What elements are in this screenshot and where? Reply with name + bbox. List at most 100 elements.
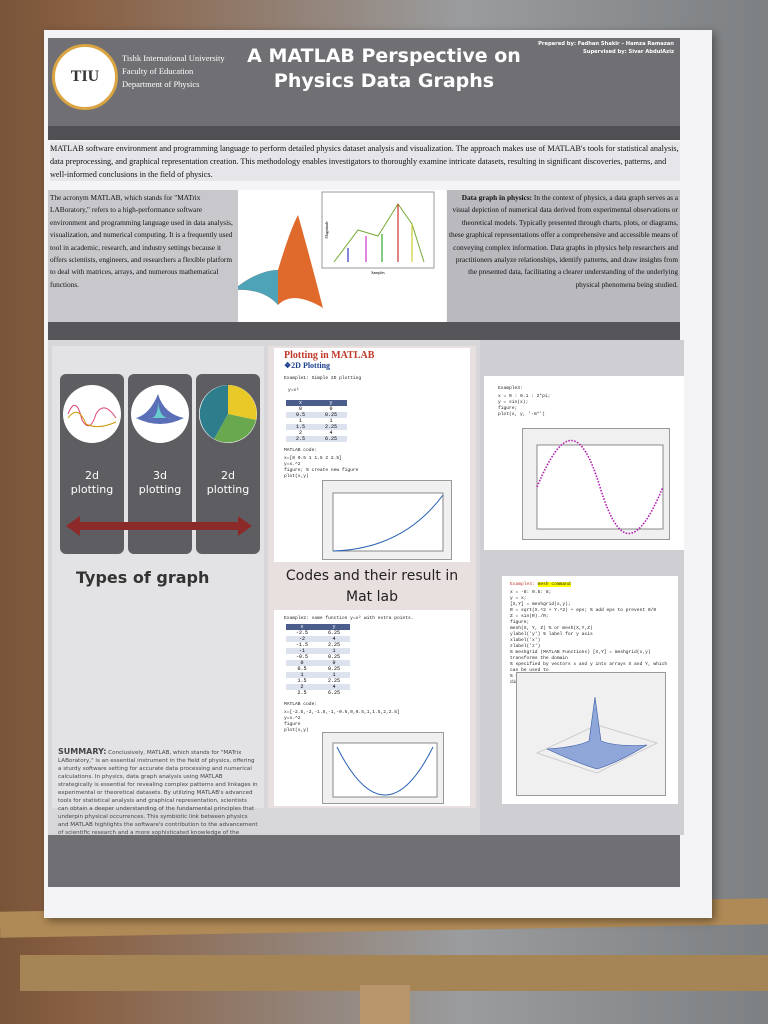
institution-line: Faculty of Education <box>122 66 194 76</box>
cell: 4 <box>329 430 333 436</box>
table-row: -2 4 <box>286 636 351 642</box>
arrow <box>66 516 252 536</box>
code-line: % meshgrid (MATLAB Functions) [X,Y] = me… <box>510 650 651 661</box>
cell: 4 <box>318 636 351 642</box>
type-icon <box>63 385 121 443</box>
cell: 0.5 <box>297 666 307 672</box>
image-box: Samples Magnitude <box>233 190 446 322</box>
table-row: 0.5 0.25 <box>286 412 348 418</box>
text: In the context of physics, a data graph … <box>449 193 679 289</box>
cell: 0 <box>286 660 319 666</box>
code-line: y = sin(x); <box>498 400 529 405</box>
cell: -0.5 <box>296 654 309 660</box>
table-row: -1 1 <box>286 648 351 654</box>
code: x = 0 : 0.1 : 2*pi; y = sin(x); figure; plo… <box>484 392 684 420</box>
cell: 1 <box>318 648 351 654</box>
subheading: ❖2D Plotting <box>284 361 331 370</box>
title: A MATLAB Perspective on Physics Data Grap… <box>214 44 554 94</box>
code-line: y=x.^2 <box>284 462 301 467</box>
cell: 0.25 <box>328 666 341 672</box>
code-line: plot(x,y) <box>284 728 309 733</box>
plot-frame <box>321 191 435 269</box>
code-line: ylabel('y') % label for y axis <box>510 632 593 637</box>
cell: 6.25 <box>328 630 341 636</box>
institution: Tishk International University Faculty of… <box>122 52 225 91</box>
table-row: 2.5 6.25 <box>286 690 350 696</box>
text: Conclusively, MATLAB, which stands for "… <box>58 750 258 844</box>
header-cell: y <box>318 624 351 630</box>
example-title: Example1: Simple 2D plotting <box>284 376 362 381</box>
cell: 1 <box>286 672 319 678</box>
strip <box>48 126 680 140</box>
figure-window <box>522 428 670 540</box>
matlab-logo-shade <box>233 270 278 305</box>
poster: TIU Tishk International University Facult… <box>44 30 712 918</box>
figure-window <box>322 732 444 804</box>
title-line: Physics Data Graphs <box>273 70 495 92</box>
footer-band <box>48 835 680 887</box>
strip <box>48 322 680 340</box>
cell: 6.25 <box>328 690 341 696</box>
code-line: R = sqrt(X.^2 + Y.^2) + eps; % add eps t… <box>510 608 657 613</box>
header-cell: y <box>315 400 348 406</box>
table-row: 0.5 0.25 <box>286 666 350 672</box>
table-row: -1.5 2.25 <box>286 642 350 648</box>
code-line: plot(x, y, '-m*') <box>498 412 545 417</box>
code-line: y = x; <box>510 596 527 601</box>
code-line: figure <box>284 722 301 727</box>
type-label: 2d plotting <box>206 469 250 496</box>
cell: 2.25 <box>328 678 341 684</box>
type-label: 2d plotting <box>70 469 114 496</box>
code: x=[-2.5,-2,-1.5,-1,-0.5,0,0.5,1,1.5,2,2.… <box>274 708 470 736</box>
institution-line: Department of Physics <box>122 79 200 89</box>
example-title: Example3: <box>498 386 523 391</box>
cell: 1.5 <box>297 678 307 684</box>
easel-leg <box>360 985 410 1024</box>
types-heading: Types of graph <box>76 568 210 587</box>
cell: 2.5 <box>297 690 307 696</box>
table-row: -2.5 6.25 <box>286 630 350 636</box>
sample-figure: Samples Magnitude <box>233 191 435 308</box>
code-line: % specified by vectors x and y into arra… <box>510 662 668 673</box>
header <box>48 38 680 126</box>
code-line: figure; % create new figure <box>284 468 359 473</box>
code-line: figure; <box>498 406 518 411</box>
example1: Plotting in MATLAB ❖2D Plotting Example1… <box>274 348 470 562</box>
table-row: -0.5 0.25 <box>286 654 350 660</box>
institution-line: Tishk International University <box>122 53 225 63</box>
code-line: mesh(X, Y, Z) % or mesh(X,Y,Z) <box>510 626 593 631</box>
type-label: 3d plotting <box>138 469 182 496</box>
command: mesh command <box>537 582 571 587</box>
x-label: Samples <box>371 270 385 275</box>
cell: -2.5 <box>296 630 309 636</box>
example4: Example4: mesh command x = -8: 0.5: 8; y … <box>502 576 678 804</box>
cell: 0.5 <box>286 412 316 418</box>
cell: -2 <box>286 636 319 642</box>
code-line: zlabel('z') <box>510 644 541 649</box>
code-line: y=x.^2 <box>284 716 301 721</box>
cell: 1 <box>329 418 333 424</box>
code-label: MATLAB code: <box>284 448 318 453</box>
matlab-desc: The acronym MATLAB, which stands for "MA… <box>48 190 238 322</box>
code-line: x=[0 0.5 1 1.5 2 2.5] <box>284 456 342 461</box>
cell: 2.5 <box>286 436 316 442</box>
logo: TIU <box>52 44 118 110</box>
equation: y=x² <box>288 388 300 393</box>
cell: 1.5 <box>286 424 316 430</box>
intro: MATLAB software environment and programm… <box>50 142 680 181</box>
types-panel: 2d plotting 3d plotting 2d plotting Types … <box>52 346 264 844</box>
table-row: 1.5 2.25 <box>286 424 348 430</box>
cell: 0.25 <box>328 654 341 660</box>
credit-line: Prepared by: Fadhan Shakir – Hamza Ramaz… <box>538 41 674 47</box>
y-label: Magnitude <box>324 221 329 239</box>
code-label: MATLAB code: <box>284 702 318 707</box>
cell: 1 <box>299 418 303 424</box>
cell: 4 <box>318 684 351 690</box>
cell: 0 <box>329 406 333 412</box>
cell: 2.25 <box>315 424 348 430</box>
